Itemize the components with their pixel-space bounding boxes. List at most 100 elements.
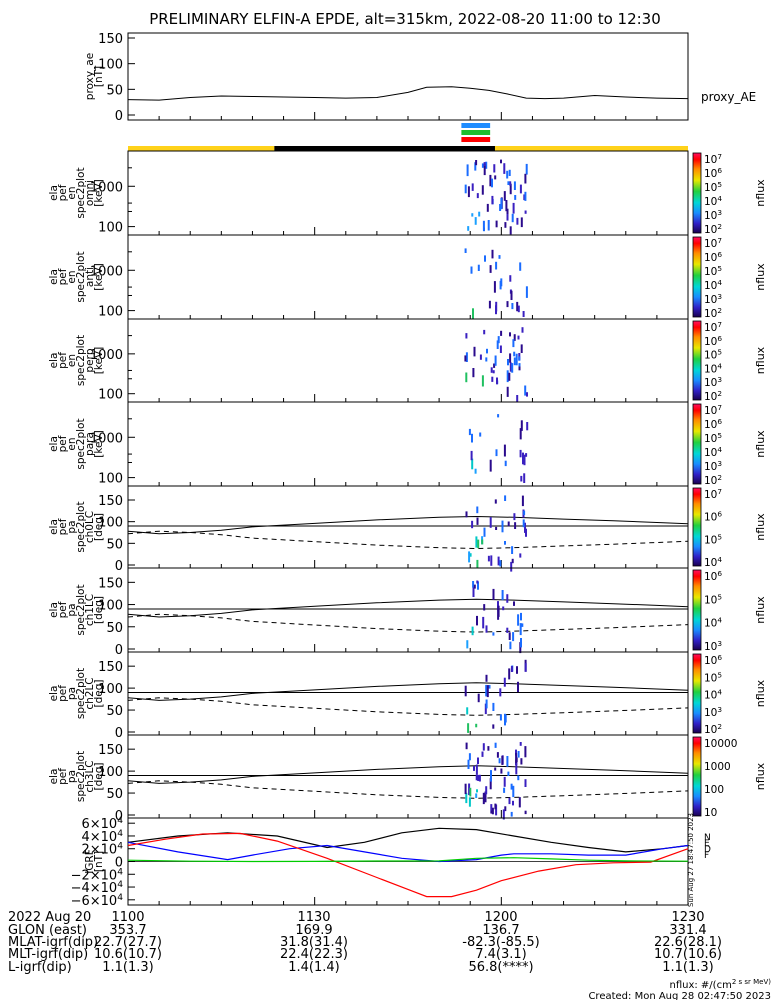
- ch2LC-pixel: [524, 663, 527, 672]
- footer-row-label-1: GLON (east): [8, 923, 87, 938]
- ch2LC-pixel: [485, 699, 488, 709]
- ch2LC-pixel: [492, 724, 495, 729]
- omni-spectrum-pixel: [493, 164, 496, 173]
- timeline-segment-2: [494, 146, 688, 151]
- perp-spectrum-cb-tick-4: 103: [704, 375, 722, 390]
- ch1LC-lc-dashed: [127, 613, 689, 633]
- ch0LC-pixel: [476, 506, 479, 514]
- igrf-legend-E: E: [704, 839, 710, 849]
- para-spectrum-pixel: [495, 449, 498, 457]
- perp-spectrum-pixel: [472, 368, 475, 378]
- ch2LC-pixel: [503, 677, 506, 687]
- ch1LC-pixel: [476, 580, 479, 584]
- ch2LC-cb-tick-3: 103: [704, 704, 722, 719]
- ch3LC-pixel: [494, 742, 497, 748]
- footer-value-3-3: 10.7(10.6): [654, 947, 722, 962]
- omni-spectrum-ylabel-5: [keV]: [93, 179, 105, 207]
- para-spectrum-pixel: [474, 468, 477, 474]
- timeline-segment-1: [274, 146, 495, 151]
- ch1LC-pixel: [508, 632, 511, 640]
- ch1LC-pixel: [506, 627, 509, 633]
- para-spectrum-cb-tick-5: 102: [704, 473, 722, 488]
- ch0LC-pixel: [489, 517, 492, 528]
- ch2LC-lc-solid: [127, 682, 689, 701]
- footer-value-4-0: 1.1(1.3): [102, 960, 154, 975]
- igrf-ytick-label-4: −2×104: [71, 867, 124, 883]
- ch2LC-pixel: [486, 685, 489, 698]
- ch3LC-pixel: [475, 793, 478, 798]
- footer-row-label-2: MLAT-igrf(dip): [8, 935, 98, 950]
- ch3LC-pixel: [490, 810, 493, 814]
- ch2LC-pixel: [466, 707, 469, 715]
- ch2LC-ytick-label-1: 100: [98, 682, 123, 697]
- ch2LC-ylabel-5: [deg]: [93, 680, 105, 708]
- ch1LC-ylabel-0: ela: [48, 602, 60, 618]
- para-spectrum-pixel: [525, 453, 528, 457]
- ch2LC-ylabel-4: ch2LC: [84, 677, 96, 709]
- ch0LC-cb-tick-1: 106: [704, 509, 722, 524]
- igrf-ytick-label-0: 6×104: [81, 816, 123, 832]
- footer-value-1-0: 353.7: [109, 923, 146, 938]
- omni-spectrum-pixel: [509, 183, 512, 195]
- ch3LC-pixel: [508, 797, 511, 805]
- footer-row-label-0: 2022 Aug 20: [8, 910, 91, 925]
- perp-spectrum-pixel: [491, 376, 494, 382]
- para-spectrum-pixel: [520, 475, 523, 482]
- ch1LC-ylabel-1: pef: [57, 601, 69, 618]
- ch1LC-pixel: [506, 594, 509, 603]
- para-spectrum-pixel: [470, 450, 473, 461]
- omni-spectrum-pixel: [499, 204, 502, 211]
- ch0LC-pixel: [525, 528, 527, 537]
- ch3LC-pixel: [464, 783, 467, 795]
- omni-spectrum-pixel: [524, 210, 527, 214]
- ch1LC-pixel: [485, 625, 488, 633]
- perp-spectrum-cb-label: nflux: [754, 346, 767, 374]
- omni-spectrum-pixel: [494, 175, 497, 180]
- anti-spectrum-ytick-label-1: 100: [98, 305, 123, 320]
- ch2LC-pixel: [517, 681, 519, 693]
- perp-spectrum-pixel: [483, 329, 486, 335]
- anti-spectrum-pixel: [472, 308, 474, 319]
- anti-spectrum-pixel: [470, 266, 473, 274]
- anti-spectrum-cb-tick-0: 107: [704, 236, 722, 251]
- ch0LC-pixel: [490, 555, 493, 566]
- perp-spectrum-pixel: [507, 359, 509, 366]
- ch2LC-ytick-label-2: 50: [106, 704, 123, 719]
- anti-spectrum-pixel: [495, 301, 498, 312]
- ch0LC-pixel: [471, 520, 474, 529]
- ch2LC-ytick-label-3: 0: [115, 726, 123, 741]
- igrf-series-F: [127, 857, 689, 863]
- perp-spectrum-pixel: [511, 363, 514, 373]
- anti-spectrum-pixel: [509, 275, 512, 282]
- ch3LC-pixel: [489, 778, 492, 790]
- omni-spectrum-cb-tick-3: 104: [704, 194, 722, 209]
- proxy-ae-legend: proxy_AE: [701, 90, 756, 104]
- ch3LC-pixel: [482, 792, 485, 805]
- perp-spectrum-pixel: [509, 362, 512, 372]
- footer-units-note: nflux: #/(cm2 s sr MeV): [669, 978, 771, 991]
- ch2LC-ytick-label-0: 150: [98, 660, 123, 675]
- omni-spectrum-pixel: [519, 184, 522, 194]
- ch0LC-pixel: [511, 546, 514, 554]
- ch0LC-lc-dashed: [127, 530, 689, 550]
- omni-spectrum-pixel: [508, 169, 511, 176]
- perp-spectrum-pixel: [513, 351, 516, 357]
- ch3LC-pixel: [520, 758, 523, 765]
- para-spectrum-pixel: [503, 444, 506, 457]
- ch3LC-pixel: [485, 786, 488, 795]
- ch1LC-pixel: [501, 590, 504, 601]
- para-spectrum-ytick-label-1: 100: [98, 472, 123, 487]
- ch3LC-ytick-label-0: 150: [98, 743, 123, 758]
- perp-spectrum-pixel: [526, 392, 528, 397]
- para-spectrum-pixel: [471, 458, 474, 470]
- ch3LC-cb-tick-3: 10: [704, 807, 717, 819]
- ch3LC-pixel: [490, 770, 492, 782]
- footer-created: Created: Mon Aug 28 02:47:50 2023: [588, 991, 771, 1000]
- para-spectrum-ylabel-0: ela: [48, 436, 60, 452]
- ch3LC-pixel: [498, 758, 501, 764]
- ch3LC-pixel: [506, 756, 509, 767]
- ch0LC-pixel: [465, 511, 468, 518]
- para-spectrum-pixel: [520, 420, 523, 431]
- anti-spectrum-pixel: [525, 286, 528, 298]
- ch0LC-pixel: [519, 553, 522, 558]
